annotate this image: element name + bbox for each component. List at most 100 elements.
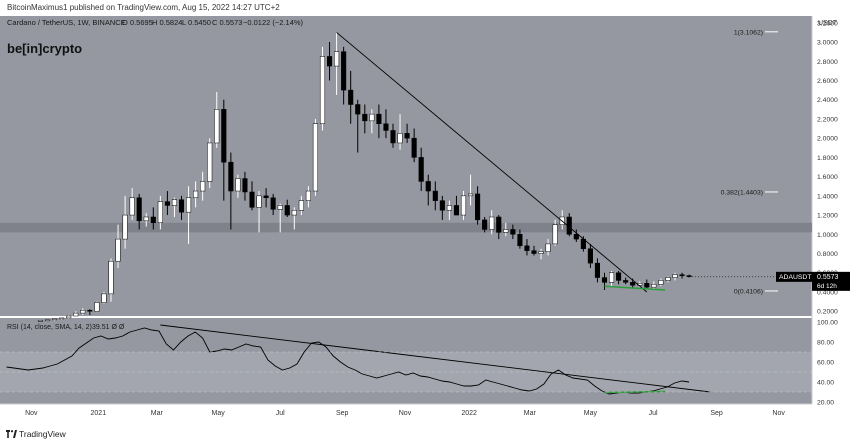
candle-body: [397, 133, 403, 144]
candle: [383, 109, 389, 139]
rsi-label: RSI (14, close, SMA, 14, 2): [7, 324, 92, 331]
candle: [143, 213, 149, 227]
candle-body: [228, 161, 234, 192]
candle-body: [404, 133, 410, 139]
price-tick-label: 2.2000: [817, 116, 838, 123]
price-panel-bg: [0, 16, 812, 316]
candle-body: [66, 315, 72, 319]
candle: [305, 186, 311, 208]
candle-body: [312, 123, 318, 192]
candle: [545, 239, 551, 256]
price-trendline: [336, 32, 648, 293]
time-axis-bg: [0, 404, 850, 425]
candle: [164, 191, 170, 216]
candle-body: [108, 260, 114, 295]
candle-body: [482, 219, 488, 230]
candle: [475, 186, 481, 225]
candle-body: [263, 195, 269, 199]
candle-body: [630, 282, 636, 286]
candle-body: [531, 250, 537, 254]
candle: [651, 281, 657, 290]
fib-level-label: 0(0.4106): [734, 288, 763, 295]
support-zone: [0, 222, 812, 233]
time-tick-label: Nov: [399, 410, 412, 417]
ohlc-high: H 0.5824: [152, 18, 182, 27]
candle: [228, 152, 234, 230]
candle-body: [383, 123, 389, 131]
rsi-values: 39.51 Ø Ø: [92, 324, 125, 331]
price-tick-label: 3.0000: [817, 40, 838, 47]
candle: [679, 272, 685, 279]
candle: [376, 104, 382, 139]
candle-body: [601, 277, 608, 283]
candle-body: [616, 272, 622, 281]
time-tick-label: Sep: [336, 410, 349, 417]
candle: [129, 188, 135, 220]
candle: [665, 276, 671, 283]
candle: [207, 138, 213, 189]
candle-body: [425, 181, 431, 192]
candle: [115, 224, 121, 268]
candle: [298, 195, 304, 216]
candle: [517, 229, 523, 249]
candle: [601, 272, 608, 291]
candle: [171, 197, 177, 217]
candle-body: [573, 234, 579, 240]
candle: [686, 274, 692, 278]
time-tick-label: 2022: [461, 410, 477, 417]
time-tick-label: Sep: [710, 410, 723, 417]
candle: [150, 207, 156, 230]
candle: [355, 99, 361, 153]
candle: [327, 42, 333, 81]
candle: [256, 191, 262, 233]
candle-body: [418, 157, 424, 182]
candle: [489, 210, 495, 235]
candle: [193, 181, 199, 208]
candle: [263, 188, 269, 208]
candle-body: [348, 89, 354, 105]
candle-body: [644, 283, 650, 288]
candle: [397, 114, 403, 150]
candle: [425, 174, 431, 206]
candle: [291, 207, 297, 230]
chart-svg[interactable]: 1(3.1062) 0.382(1.4403) 0(0.4106) 3.2000 3.…: [0, 0, 850, 425]
candle-body: [284, 205, 290, 216]
time-tick-label: May: [584, 410, 598, 417]
candle-body: [277, 205, 283, 210]
candle: [411, 128, 417, 163]
current-price-symbol: ADAUSDT: [779, 274, 811, 281]
candle-body: [37, 320, 44, 322]
candle-body: [355, 104, 361, 115]
candle: [341, 46, 347, 105]
candle-body: [475, 193, 481, 221]
candle-body: [552, 224, 558, 245]
candle: [594, 258, 601, 283]
time-tick-label: Mar: [151, 410, 164, 417]
rsi-trendline: [160, 324, 711, 393]
candle-body: [432, 190, 438, 201]
candle: [672, 272, 678, 281]
fib-level-label: 0.382(1.4403): [721, 189, 763, 196]
candle-body: [256, 195, 262, 208]
chart-title: Cardano / TetherUS, 1W, BINANCE: [7, 18, 126, 27]
tradingview-brand: TradingView: [19, 429, 66, 439]
candle: [94, 301, 100, 313]
price-tick-label: 3.2000: [817, 20, 838, 27]
candle-body: [468, 193, 474, 197]
candle-body: [587, 248, 593, 264]
rsi-tick-label: 80.00: [817, 340, 834, 347]
candle-body: [115, 238, 121, 262]
candle: [390, 123, 396, 148]
price-tick-label: 1.6000: [817, 174, 838, 181]
candle-body: [171, 199, 177, 206]
candle-body: [362, 113, 368, 122]
candle: [623, 277, 629, 285]
candle-body: [334, 51, 340, 67]
candle: [52, 318, 58, 321]
candle: [348, 70, 354, 124]
candle-body: [679, 274, 685, 276]
candle: [460, 191, 467, 220]
price-tick-label: 2.8000: [817, 59, 838, 66]
rsi-tick-label: 60.00: [817, 360, 834, 367]
candle-body: [376, 113, 382, 124]
